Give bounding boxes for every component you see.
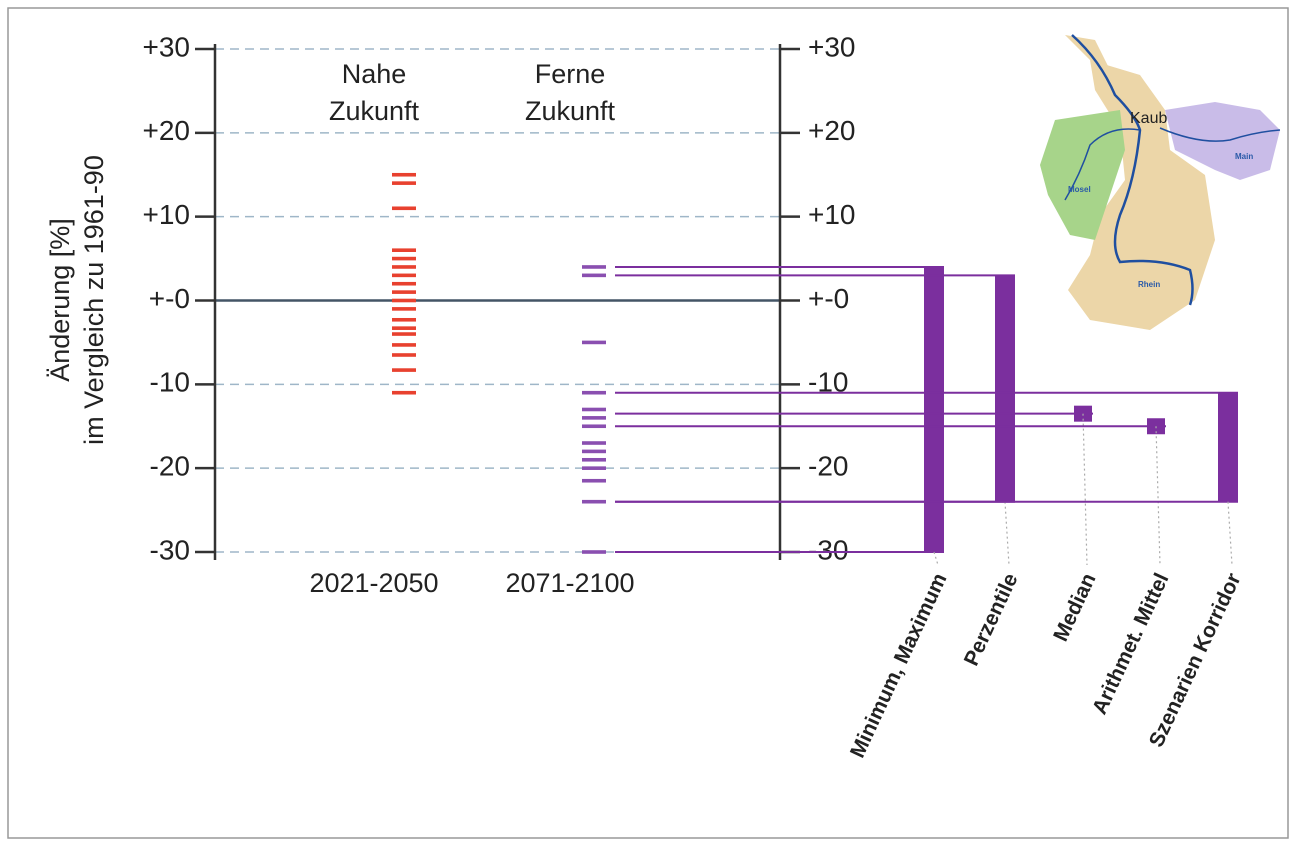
y-axis-label: Änderung [%]	[45, 218, 75, 382]
scenario-mark	[392, 298, 416, 303]
map-river	[1064, 128, 1141, 201]
stat-bar	[1218, 392, 1238, 502]
period-label: 2021-2050	[309, 568, 438, 598]
stat-label: Median	[1049, 570, 1100, 645]
scenario-mark	[582, 466, 606, 470]
scenario-mark	[582, 265, 606, 269]
scenario-mark	[582, 390, 606, 395]
y-tick-label: -30	[150, 534, 190, 565]
stat-leader	[1155, 426, 1161, 566]
y2-tick-label: +20	[808, 115, 856, 146]
y2-tick-label: -20	[808, 451, 848, 482]
map-region-mosel	[1040, 110, 1125, 240]
scenario-mark	[582, 499, 606, 504]
scenario-mark	[392, 290, 416, 294]
period-label: 2071-2100	[505, 568, 634, 598]
scenario-mark	[392, 273, 416, 278]
map-label: Main	[1235, 152, 1253, 161]
scenario-mark	[392, 326, 416, 330]
y-tick-label: +20	[143, 115, 191, 146]
y2-tick-label: +30	[808, 31, 856, 62]
scenario-mark	[392, 206, 416, 211]
map-region-rhein	[1068, 60, 1215, 330]
scenario-mark	[582, 340, 606, 345]
y-axis-label: im Vergleich zu 1961-90	[79, 155, 109, 445]
column-header: Zukunft	[525, 96, 616, 126]
scenario-mark	[392, 343, 416, 347]
scenario-mark	[392, 256, 416, 261]
map-label: Mosel	[1068, 185, 1091, 194]
scenario-mark	[582, 550, 606, 554]
map-river	[1071, 34, 1194, 306]
stat-leader	[1082, 413, 1088, 566]
scenario-mark	[582, 441, 606, 445]
stat-label: Minimum, Maximum	[846, 570, 952, 762]
scenario-mark	[392, 181, 416, 185]
y-tick-label: -20	[150, 451, 190, 482]
scenario-mark	[582, 407, 606, 412]
scenario-mark	[392, 265, 416, 269]
scenario-mark	[582, 424, 606, 429]
stat-leader	[1004, 501, 1010, 566]
stat-leader	[933, 551, 939, 566]
scenario-mark	[392, 317, 416, 322]
y-tick-label: +-0	[149, 283, 190, 314]
y2-tick-label: +10	[808, 199, 856, 230]
scenario-mark	[392, 248, 416, 252]
scenario-mark	[582, 457, 606, 462]
y2-tick-label: +-0	[808, 283, 849, 314]
map: Kaub Main Mosel Rhein	[1040, 34, 1281, 330]
y-tick-label: +10	[143, 199, 191, 230]
stat-label: Arithmet. Mittel	[1088, 570, 1173, 718]
scenario-mark	[582, 273, 606, 278]
stat-bar	[924, 266, 944, 552]
column-header: Zukunft	[329, 96, 420, 126]
scenario-mark	[582, 416, 606, 420]
frame	[7, 7, 1289, 839]
scenario-mark	[392, 390, 416, 395]
scenario-mark	[582, 449, 606, 454]
stat-label: Perzentile	[960, 570, 1023, 670]
scenario-mark	[392, 368, 416, 372]
y-tick-label: +30	[143, 31, 191, 62]
stat-bar	[995, 275, 1015, 502]
column-header: Nahe	[342, 59, 407, 89]
map-label: Rhein	[1138, 280, 1160, 289]
map-label: Kaub	[1130, 110, 1167, 127]
scenario-mark	[392, 332, 416, 336]
scenario-mark	[392, 281, 416, 286]
scenario-mark	[392, 353, 416, 357]
map-river	[1159, 127, 1281, 142]
scenario-mark	[582, 478, 606, 483]
stat-leader	[1227, 501, 1233, 566]
y-tick-label: -10	[150, 367, 190, 398]
scenario-mark	[392, 172, 416, 177]
column-header: Ferne	[535, 59, 606, 89]
scenario-mark	[392, 307, 416, 311]
y2-tick-label: -30	[808, 534, 848, 565]
